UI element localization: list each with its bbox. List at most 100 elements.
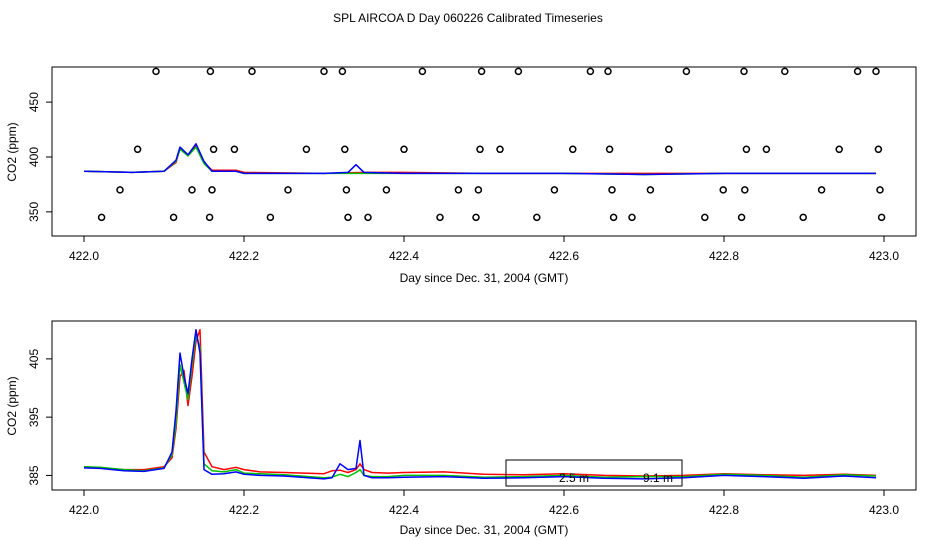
calibration-point xyxy=(338,67,347,76)
calibration-point xyxy=(737,213,746,222)
calibration-point xyxy=(230,145,239,154)
upper-chart-panel: Day since Dec. 31, 2004 (GMT) CO2 (ppm) … xyxy=(5,66,917,285)
calibration-point xyxy=(719,186,727,194)
calibration-point xyxy=(169,213,178,222)
calibration-point xyxy=(569,145,577,154)
calibration-point xyxy=(436,213,444,222)
calibration-point xyxy=(741,186,749,194)
calibration-point xyxy=(341,145,349,154)
upper-y-tick-label: 350 xyxy=(27,202,41,222)
upper-x-tick-label: 422.0 xyxy=(69,249,99,263)
upper-points-group xyxy=(97,67,886,222)
upper-x-tick-label: 422.6 xyxy=(549,249,579,263)
upper-x-tick-label: 422.8 xyxy=(709,249,739,263)
upper-y-tick-label: 400 xyxy=(27,147,41,167)
calibration-point xyxy=(781,67,789,76)
calibration-point xyxy=(344,213,352,222)
lower-plot-frame xyxy=(51,320,917,491)
legend-item-2-5m: 2.5 m xyxy=(559,471,589,485)
calibration-point xyxy=(799,213,807,222)
calibration-point xyxy=(302,145,311,154)
lower-y-tick-label: 385 xyxy=(27,465,41,485)
calibration-point xyxy=(133,145,142,154)
calibration-point xyxy=(342,186,351,194)
upper-x-tick-label: 423.0 xyxy=(869,249,899,263)
calibration-point xyxy=(817,186,826,194)
calibration-point xyxy=(454,186,463,194)
calibration-point xyxy=(474,186,483,194)
calibration-point xyxy=(609,213,618,222)
calibration-point xyxy=(872,67,880,76)
calibration-point xyxy=(877,213,886,222)
lower-chart-panel: Day since Dec. 31, 2004 (GMT) CO2 (ppm) … xyxy=(5,320,917,537)
upper-series-green xyxy=(83,146,876,176)
lower-x-tick-label: 422.0 xyxy=(69,503,99,517)
calibration-point xyxy=(742,145,751,154)
calibration-point xyxy=(514,67,523,76)
calibration-point xyxy=(853,67,862,76)
calibration-point xyxy=(116,186,124,194)
calibration-point xyxy=(248,67,256,76)
upper-y-tick-label: 450 xyxy=(27,92,41,112)
calibration-point xyxy=(550,186,559,194)
calibration-point xyxy=(762,145,771,154)
calibration-point xyxy=(874,145,883,154)
lower-x-tick-label: 422.6 xyxy=(549,503,579,517)
calibration-point xyxy=(628,213,636,222)
calibration-point xyxy=(586,67,595,76)
calibration-point xyxy=(266,213,275,222)
calibration-point xyxy=(682,67,691,76)
legend-box xyxy=(505,459,683,487)
upper-plot-frame xyxy=(51,66,917,237)
calibration-point xyxy=(205,213,214,222)
figure-title: SPL AIRCOA D Day 060226 Calibrated Times… xyxy=(333,11,603,25)
calibration-point xyxy=(418,67,427,76)
calibration-point xyxy=(701,213,709,222)
lower-series-green xyxy=(83,334,877,479)
upper-x-axis-label: Day since Dec. 31, 2004 (GMT) xyxy=(400,271,569,285)
lower-y-tick-label: 405 xyxy=(27,349,41,369)
calibration-point xyxy=(400,145,408,154)
upper-y-axis-label: CO2 (ppm) xyxy=(5,122,19,181)
calibration-point xyxy=(208,186,216,194)
calibration-point xyxy=(608,186,616,194)
calibration-point xyxy=(740,67,748,76)
upper-tick-group: 422.0 422.2 422.4 422.6 422.8 423.0 350 400 450 xyxy=(27,92,899,263)
lower-x-tick-label: 423.0 xyxy=(869,503,899,517)
lower-x-tick-label: 422.4 xyxy=(389,503,419,517)
calibration-point xyxy=(835,145,843,154)
lower-series-group xyxy=(83,328,877,480)
legend: 2.5 m 9.1 m xyxy=(505,459,683,487)
upper-series-blue xyxy=(83,143,876,176)
lower-x-axis-label: Day since Dec. 31, 2004 (GMT) xyxy=(400,523,569,537)
calibration-point xyxy=(206,67,215,76)
calibration-point xyxy=(382,186,391,194)
upper-series-group xyxy=(83,143,876,176)
calibration-point xyxy=(646,186,655,194)
calibration-point xyxy=(876,186,884,194)
calibration-point xyxy=(97,213,106,222)
calibration-point xyxy=(605,145,614,154)
calibration-point xyxy=(284,186,292,194)
calibration-point xyxy=(477,67,486,76)
lower-y-tick-label: 395 xyxy=(27,407,41,427)
calibration-point xyxy=(476,145,484,154)
lower-x-tick-label: 422.2 xyxy=(229,503,259,517)
calibration-point xyxy=(152,67,160,76)
calibration-point xyxy=(364,213,372,222)
upper-x-tick-label: 422.4 xyxy=(389,249,419,263)
lower-tick-group: 422.0 422.2 422.4 422.6 422.8 423.0 385 395 405 xyxy=(27,349,899,517)
calibration-point xyxy=(665,145,673,154)
legend-item-9-1m: 9.1 m xyxy=(643,471,673,485)
calibration-point xyxy=(533,213,541,222)
lower-series-blue xyxy=(83,328,877,480)
lower-y-axis-label: CO2 (ppm) xyxy=(5,376,19,435)
lower-x-tick-label: 422.8 xyxy=(709,503,739,517)
calibration-point xyxy=(320,67,328,76)
calibration-point xyxy=(188,186,196,194)
calibration-point xyxy=(496,145,504,154)
upper-x-tick-label: 422.2 xyxy=(229,249,259,263)
calibration-point xyxy=(472,213,480,222)
calibration-point xyxy=(209,145,218,154)
